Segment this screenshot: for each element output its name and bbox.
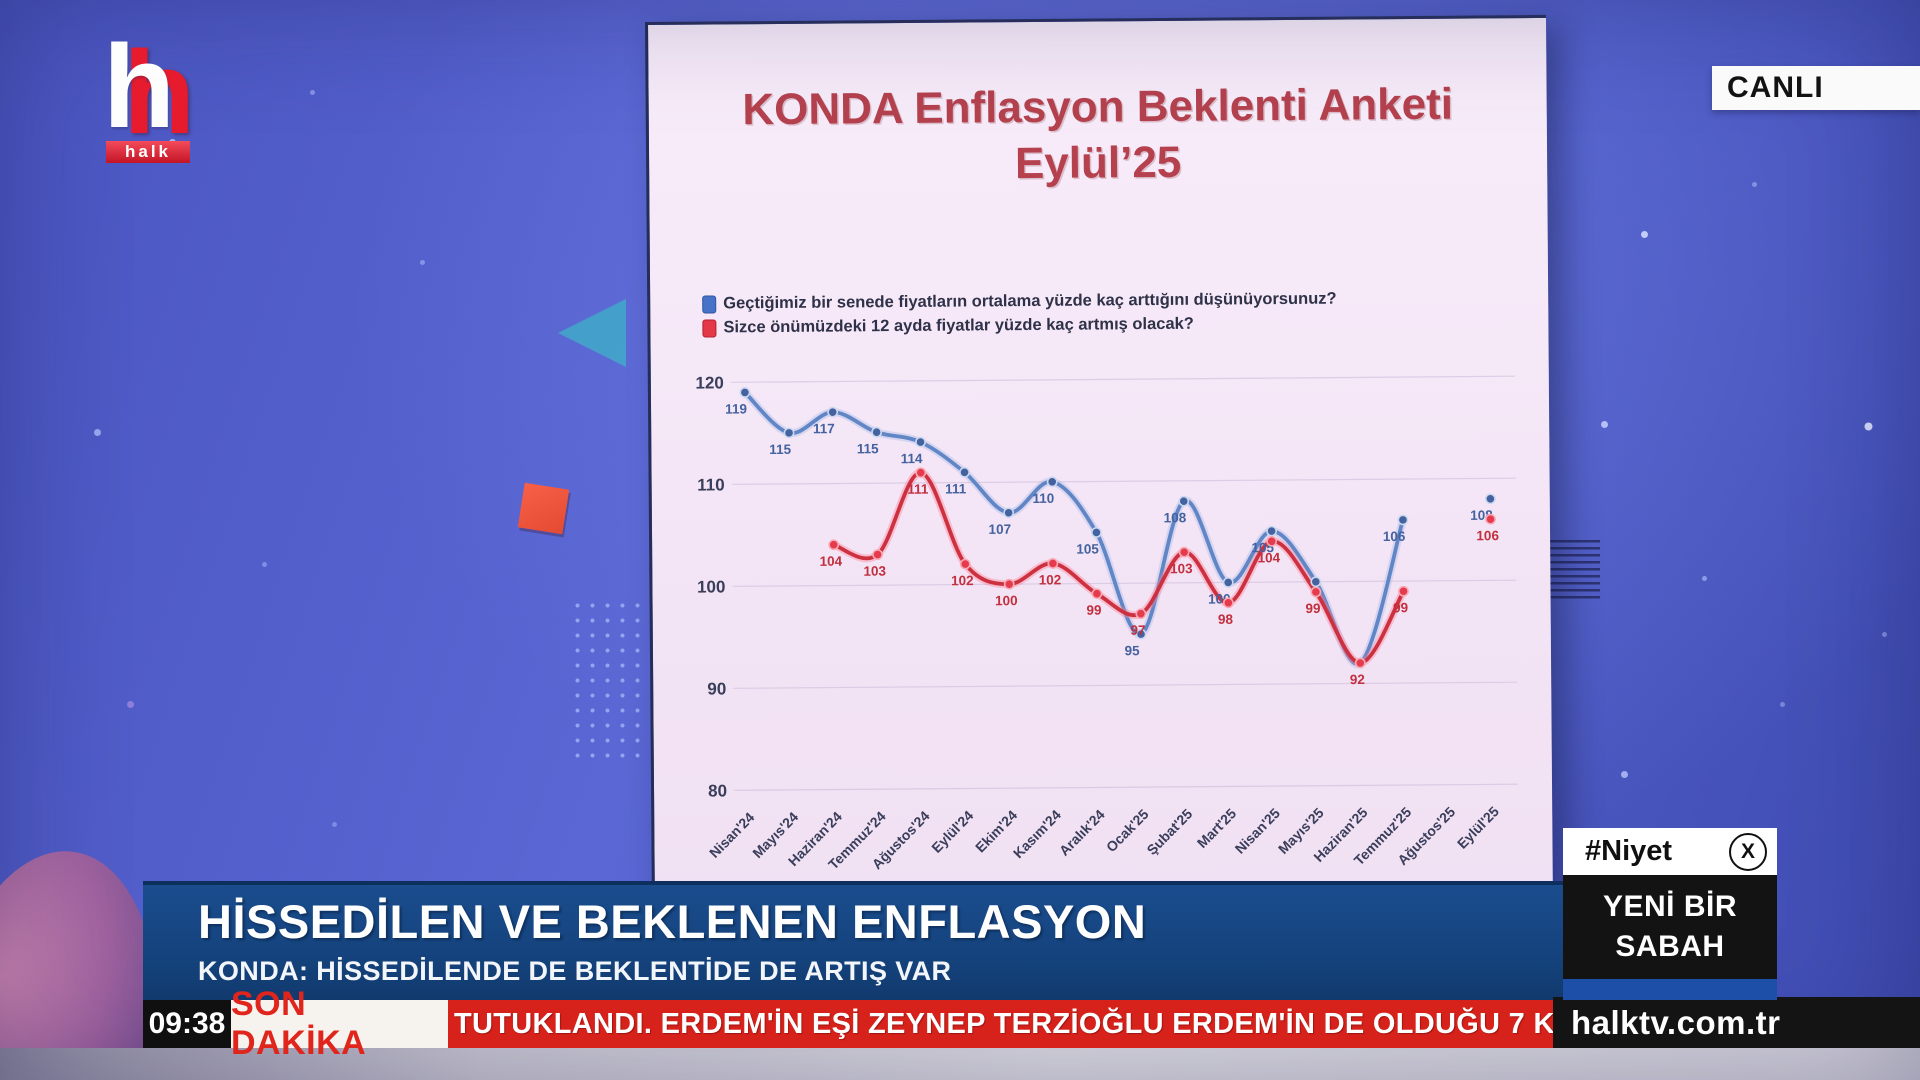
svg-text:99: 99 xyxy=(1086,603,1101,618)
dot-grid-decor xyxy=(570,598,646,764)
svg-text:114: 114 xyxy=(901,451,923,466)
svg-text:103: 103 xyxy=(863,564,886,579)
svg-text:Eylül'24: Eylül'24 xyxy=(928,807,976,856)
svg-text:119: 119 xyxy=(725,401,747,416)
inflation-line-chart: 80 90 100 110 120 Nisan'24 Mayıs'24 Haziran'24 T… xyxy=(667,334,1538,961)
halk-tv-logo: h h halk xyxy=(103,27,213,166)
svg-text:100: 100 xyxy=(995,593,1018,608)
clock: 09:38 xyxy=(143,1000,231,1048)
news-ticker-text: TUTUKLANDI. ERDEM'İN EŞİ ZEYNEP TERZİOĞL… xyxy=(454,1007,1553,1040)
teal-triangle-decor xyxy=(558,299,626,367)
logo-wordmark: halk xyxy=(106,141,190,163)
svg-text:120: 120 xyxy=(695,373,724,392)
background-star-dots xyxy=(0,0,5,5)
svg-text:111: 111 xyxy=(907,482,929,497)
svg-text:107: 107 xyxy=(988,522,1011,537)
svg-text:104: 104 xyxy=(1258,550,1281,565)
stripe-decor xyxy=(1543,540,1600,602)
slide-title-line1: KONDA Enflasyon Beklenti Anketi xyxy=(742,79,1454,135)
svg-text:115: 115 xyxy=(857,441,879,456)
orange-square-decor xyxy=(517,482,570,535)
svg-text:97: 97 xyxy=(1130,623,1145,638)
svg-text:Eylül'25: Eylül'25 xyxy=(1454,803,1502,852)
svg-text:110: 110 xyxy=(1032,491,1054,506)
svg-text:105: 105 xyxy=(1076,541,1099,556)
svg-text:92: 92 xyxy=(1350,672,1365,687)
svg-text:99: 99 xyxy=(1393,600,1408,615)
chart-legend: Geçtiğimiz bir senede fiyatların ortalam… xyxy=(702,290,1337,343)
svg-text:115: 115 xyxy=(769,442,791,457)
blue-series-swatch-icon xyxy=(702,294,717,314)
svg-text:Aralık'24: Aralık'24 xyxy=(1056,806,1108,859)
red-series-swatch-icon xyxy=(702,318,717,338)
presentation-slide: KONDA Enflasyon Beklenti Anketi Eylül’25… xyxy=(645,14,1554,1003)
svg-text:110: 110 xyxy=(697,475,725,494)
program-name-box: YENİ BİR SABAH xyxy=(1563,875,1777,979)
chart-svg: 8090100110120Nisan'24Mayıs'24Haziran'24T… xyxy=(695,373,1519,872)
live-badge-label: CANLI xyxy=(1727,71,1824,104)
headline: HİSSEDİLEN VE BEKLENEN ENFLASYON xyxy=(198,895,1147,948)
svg-text:99: 99 xyxy=(1305,601,1320,616)
svg-text:111: 111 xyxy=(945,481,967,496)
studio-floor xyxy=(0,1048,1920,1080)
website-bar: halktv.com.tr xyxy=(1553,997,1920,1048)
svg-text:Nisan'24: Nisan'24 xyxy=(706,809,758,861)
hashtag-label: #Niyet xyxy=(1585,835,1673,867)
legend-item-red: Sizce önümüzdeki 12 ayda fiyatlar yüzde … xyxy=(702,314,1337,338)
svg-text:106: 106 xyxy=(1383,529,1406,544)
subheadline: KONDA: HİSSEDİLENDE DE BEKLENTİDE DE ART… xyxy=(198,956,952,986)
website-url: halktv.com.tr xyxy=(1571,1003,1781,1041)
logo-letter-white: h xyxy=(103,21,176,153)
legend-label-blue: Geçtiğimiz bir senede fiyatların ortalam… xyxy=(723,289,1337,313)
slide-title-line2: Eylül’25 xyxy=(1014,137,1182,188)
svg-text:106: 106 xyxy=(1476,528,1499,543)
svg-text:Nisan'25: Nisan'25 xyxy=(1232,805,1284,857)
slide-title: KONDA Enflasyon Beklenti Anketi Eylül’25 xyxy=(648,76,1547,195)
svg-text:90: 90 xyxy=(707,679,726,698)
svg-text:103: 103 xyxy=(1170,561,1193,576)
program-name: YENİ BİR SABAH xyxy=(1602,889,1738,964)
lower-third-banner: HİSSEDİLEN VE BEKLENEN ENFLASYON KONDA: … xyxy=(143,881,1565,1000)
svg-text:Şubat'25: Şubat'25 xyxy=(1143,805,1195,858)
svg-text:108: 108 xyxy=(1164,510,1187,525)
panel-blue-strip xyxy=(1563,979,1777,1000)
hashtag-bar: #Niyet X xyxy=(1563,828,1777,875)
svg-text:102: 102 xyxy=(951,573,974,588)
svg-text:104: 104 xyxy=(820,554,843,569)
live-badge: CANLI xyxy=(1712,66,1920,110)
legend-label-red: Sizce önümüzdeki 12 ayda fiyatlar yüzde … xyxy=(723,314,1194,337)
svg-text:98: 98 xyxy=(1218,612,1234,627)
svg-text:Kasım'24: Kasım'24 xyxy=(1010,806,1064,861)
svg-text:95: 95 xyxy=(1125,643,1141,658)
svg-text:80: 80 xyxy=(708,781,727,800)
x-twitter-icon: X xyxy=(1729,832,1767,871)
svg-text:102: 102 xyxy=(1039,572,1062,587)
logo-letter-red: h xyxy=(123,27,196,159)
legend-item-blue: Geçtiğimiz bir senede fiyatların ortalam… xyxy=(702,290,1337,314)
svg-text:100: 100 xyxy=(697,577,726,596)
breaking-news-tag: SON DAKİKA xyxy=(231,985,448,1062)
svg-text:117: 117 xyxy=(813,421,835,436)
news-ticker: TUTUKLANDI. ERDEM'İN EŞİ ZEYNEP TERZİOĞL… xyxy=(448,1000,1553,1048)
